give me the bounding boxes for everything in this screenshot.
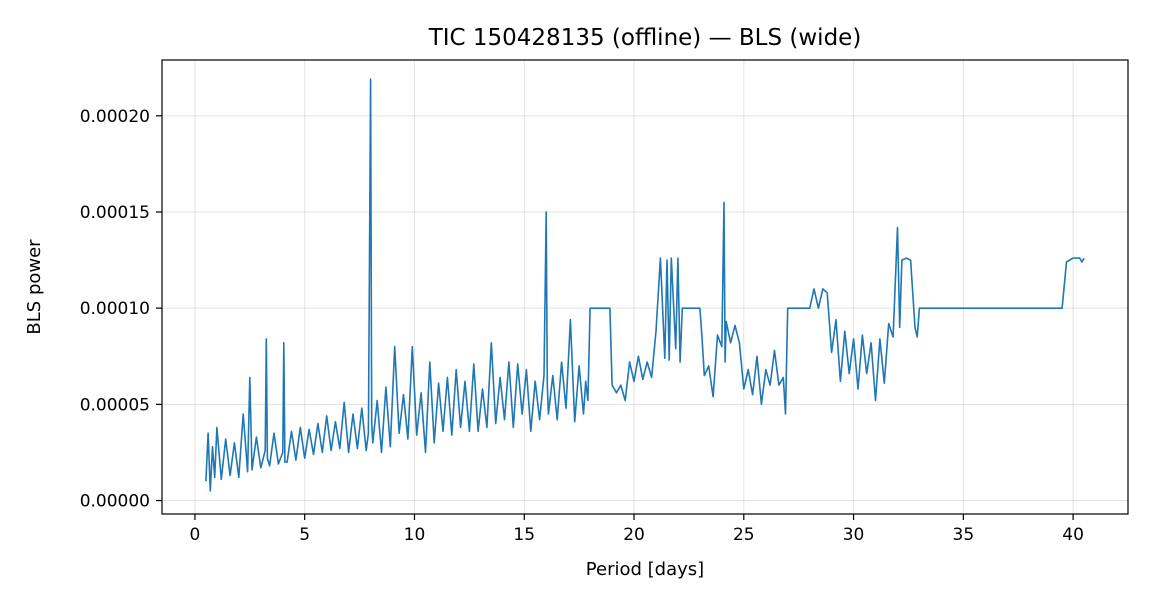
x-axis-ticks: 0 5 10 15 20 25 30 35 40 bbox=[190, 514, 1084, 545]
y-axis-ticks: 0.00000 0.00005 0.00010 0.00015 0.00020 bbox=[80, 107, 162, 512]
x-tick-label: 5 bbox=[299, 525, 310, 545]
plot-frame bbox=[161, 59, 1129, 515]
x-tick-label: 30 bbox=[843, 525, 865, 545]
x-tick-label: 25 bbox=[733, 525, 755, 545]
x-tick-label: 20 bbox=[623, 525, 645, 545]
chart-title: TIC 150428135 (offline) — BLS (wide) bbox=[428, 25, 862, 51]
x-tick-label: 15 bbox=[513, 525, 535, 545]
y-tick-label: 0.00010 bbox=[80, 299, 150, 319]
grid bbox=[162, 60, 1128, 514]
x-tick-label: 40 bbox=[1062, 525, 1084, 545]
x-axis-label: Period [days] bbox=[586, 559, 704, 580]
y-tick-label: 0.00000 bbox=[80, 492, 150, 512]
y-tick-label: 0.00020 bbox=[80, 107, 150, 127]
bls-power-line bbox=[205, 78, 1085, 492]
x-tick-label: 0 bbox=[190, 525, 201, 545]
x-tick-label: 10 bbox=[404, 525, 426, 545]
y-axis-label: BLS power bbox=[24, 239, 45, 335]
y-tick-label: 0.00015 bbox=[80, 203, 150, 223]
y-tick-label: 0.00005 bbox=[80, 395, 150, 415]
x-tick-label: 35 bbox=[953, 525, 975, 545]
